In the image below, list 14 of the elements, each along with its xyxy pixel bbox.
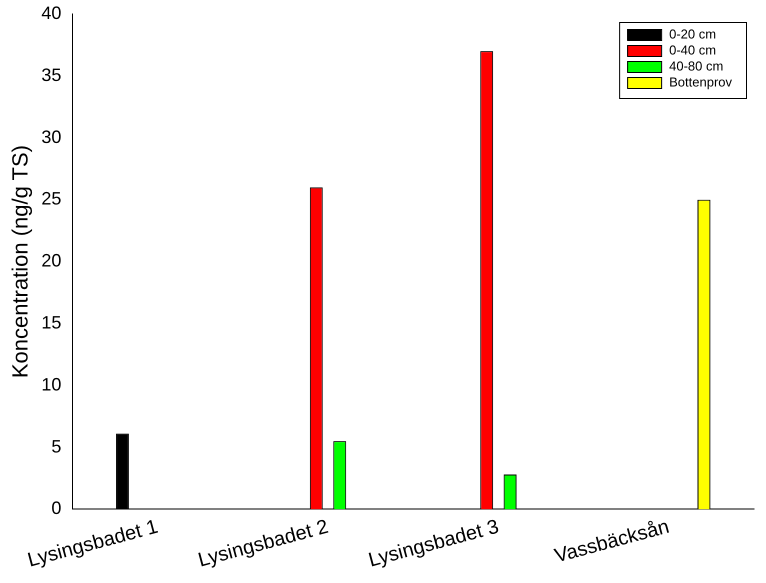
- y-tick-label: 20: [41, 250, 62, 271]
- y-tick-label: 15: [41, 312, 62, 332]
- legend-label: Bottenprov: [669, 74, 732, 90]
- legend-label: 40-80 cm: [669, 58, 724, 74]
- legend-label: 0-20 cm: [669, 26, 716, 42]
- y-tick-label: 5: [51, 436, 62, 456]
- y-tick-label: 35: [41, 64, 62, 85]
- y-axis-title: Koncentration (ng/g TS): [7, 145, 32, 378]
- y-tick-label: 30: [41, 126, 62, 147]
- y-tick-label: 25: [41, 188, 62, 209]
- legend-label: 0-40 cm: [669, 42, 716, 58]
- y-tick-label: 10: [41, 374, 62, 394]
- y-tick-label: 0: [51, 498, 62, 518]
- y-tick-label: 40: [41, 2, 62, 23]
